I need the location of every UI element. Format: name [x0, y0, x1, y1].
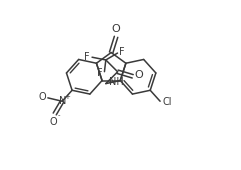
Text: O: O	[135, 70, 143, 80]
Text: N: N	[59, 96, 66, 106]
Text: O: O	[38, 92, 46, 102]
Text: F: F	[119, 47, 124, 57]
Text: NH: NH	[109, 77, 124, 87]
Text: +: +	[64, 94, 70, 100]
Text: Cl: Cl	[162, 97, 172, 107]
Text: O: O	[50, 117, 58, 127]
Text: -: -	[57, 112, 60, 118]
Text: F: F	[97, 68, 102, 78]
Text: O: O	[112, 24, 120, 34]
Text: F: F	[84, 52, 90, 62]
